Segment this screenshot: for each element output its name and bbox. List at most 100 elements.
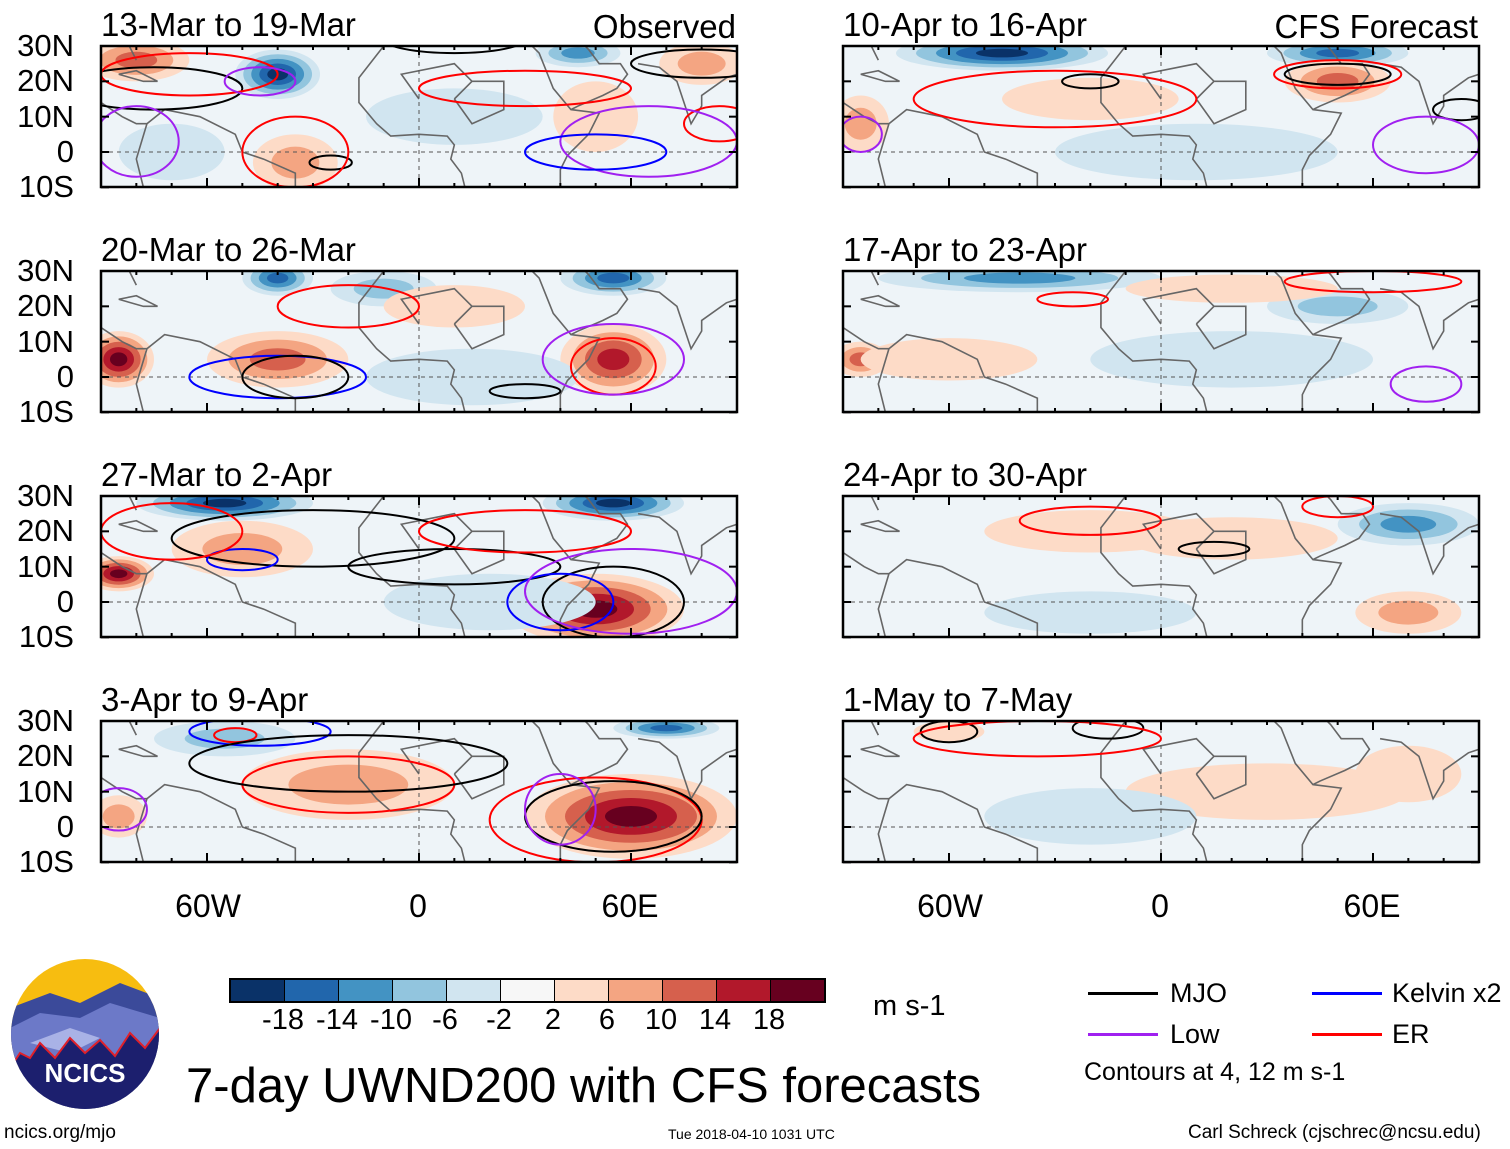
coastline <box>118 519 158 533</box>
wind-anomaly-region <box>1378 600 1439 625</box>
colorbar-swatch <box>285 980 339 1001</box>
colorbar-swatch <box>609 980 663 1001</box>
lat-label: 0 <box>56 808 74 844</box>
contour-note: Contours at 4, 12 m s-1 <box>1084 1058 1346 1086</box>
coastline <box>1379 737 1479 801</box>
colorbar-tick-label: -14 <box>316 1004 358 1036</box>
coastline <box>135 108 297 187</box>
wind-anomaly-region <box>203 498 247 508</box>
legend-low-line <box>1088 1033 1158 1036</box>
kelvin-contour <box>188 354 368 400</box>
wind-anomaly-region <box>597 272 630 284</box>
coastline <box>1273 46 1343 187</box>
lon-label-60e: 60E <box>601 888 659 924</box>
coastline <box>843 776 889 800</box>
mjo-contour <box>1283 62 1392 86</box>
panel-title: 13-Mar to 19-Mar <box>101 6 356 43</box>
lat-label: 10S <box>18 844 74 879</box>
wind-anomaly-region <box>110 569 128 579</box>
coastline <box>1312 496 1371 561</box>
wind-anomaly-region <box>249 348 306 371</box>
coastline <box>101 551 147 575</box>
wind-anomaly-region <box>605 806 657 827</box>
colorbar-swatch <box>771 980 824 1001</box>
coastline <box>531 271 601 412</box>
observed-label: Observed <box>592 8 736 45</box>
coastline <box>453 80 505 125</box>
colorbar-tick-label: 10 <box>644 1004 678 1036</box>
coastline <box>637 512 737 576</box>
coastline <box>843 721 880 736</box>
lat-label: 30N <box>17 703 74 738</box>
coastline <box>1379 512 1479 576</box>
colorbar <box>229 978 826 1003</box>
logo-text: NCICS <box>45 1058 126 1088</box>
er-contour <box>276 284 420 329</box>
lat-label: 0 <box>56 358 74 394</box>
coastline <box>399 512 473 550</box>
lon-label-60e-right: 60E <box>1343 888 1401 924</box>
er-contour <box>418 69 632 108</box>
er-contour <box>1283 271 1463 294</box>
mjo-contour <box>1061 73 1120 90</box>
colorbar-tick-label: 2 <box>544 1004 562 1036</box>
coastline <box>1141 512 1215 550</box>
coastline <box>135 783 297 862</box>
wind-anomaly-region <box>1125 763 1409 820</box>
wind-anomaly-region <box>266 272 289 284</box>
lat-label: 10S <box>18 394 74 429</box>
coastline <box>637 287 737 351</box>
coastline <box>101 721 138 736</box>
website-link[interactable]: ncics.org/mjo <box>4 1122 116 1143</box>
map-panel <box>841 719 1481 864</box>
colorbar-tick-label: 6 <box>598 1004 616 1036</box>
er-contour <box>1018 505 1162 536</box>
mjo-contour <box>919 721 979 744</box>
coastline <box>1141 737 1215 775</box>
coastline <box>843 496 880 511</box>
wind-anomaly-region <box>677 51 726 76</box>
colorbar-swatch <box>663 980 717 1001</box>
mjo-contour <box>1432 98 1479 122</box>
kelvin-contour <box>524 133 668 171</box>
lat-label: 20N <box>17 513 74 549</box>
low-contour <box>1372 115 1479 175</box>
coastline <box>860 294 900 308</box>
map-panel <box>841 44 1481 189</box>
coastline <box>1312 271 1371 336</box>
coastline <box>843 46 880 61</box>
map-panel <box>841 269 1481 414</box>
legend-er-label: ER <box>1392 1019 1430 1049</box>
colorbar-tick-label: 18 <box>752 1004 786 1036</box>
lat-label: 10N <box>17 548 74 584</box>
coastline <box>101 776 147 800</box>
panel-title: 24-Apr to 30-Apr <box>843 456 1087 493</box>
er-contour <box>912 721 1162 758</box>
coastline <box>1141 287 1215 325</box>
timestamp: Tue 2018-04-10 1031 UTC <box>668 1126 835 1142</box>
coastline <box>399 287 473 325</box>
low-contour <box>101 787 148 832</box>
coastline <box>118 744 158 758</box>
lat-label: 30N <box>17 478 74 513</box>
colorbar-swatch <box>393 980 447 1001</box>
coastline <box>1312 46 1371 111</box>
lat-label: 10N <box>17 773 74 809</box>
wind-anomaly-region <box>102 804 135 829</box>
panel-title: 27-Mar to 2-Apr <box>101 456 333 493</box>
colorbar-tick-label: -18 <box>262 1004 304 1036</box>
coastline <box>1141 62 1215 100</box>
coastline <box>453 530 505 575</box>
coastline <box>118 69 158 83</box>
wind-anomaly-region <box>1316 48 1360 58</box>
low-contour <box>223 66 297 97</box>
wind-anomaly-region <box>1002 77 1179 121</box>
coastline <box>135 558 297 637</box>
coastline <box>531 721 601 862</box>
colorbar-swatch <box>501 980 555 1001</box>
coastline <box>399 62 473 100</box>
coastline <box>877 108 1039 187</box>
lat-label: 10S <box>18 169 74 204</box>
coastline <box>843 101 889 125</box>
wind-anomaly-region <box>1355 745 1462 803</box>
